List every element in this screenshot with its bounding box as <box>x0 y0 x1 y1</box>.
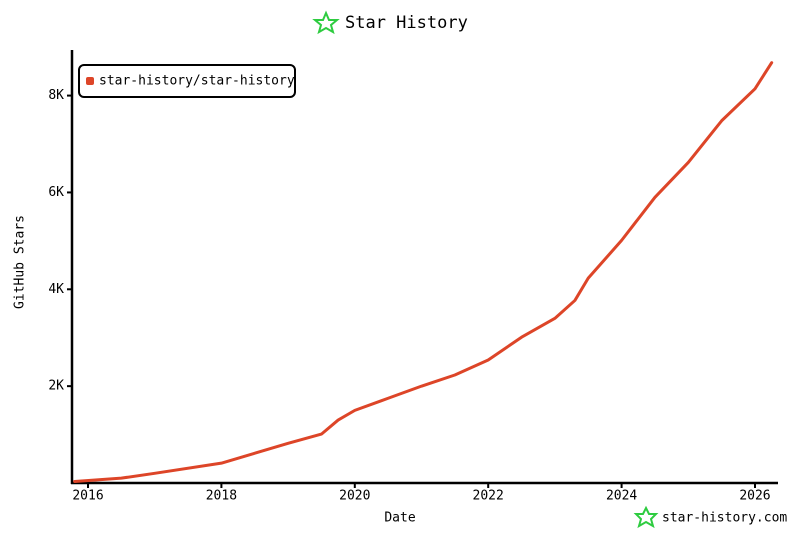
y-tick-label: 8K <box>48 88 64 103</box>
x-tick-label: 2026 <box>739 489 770 504</box>
title-icon <box>312 10 340 35</box>
footer: star-history.com <box>662 511 787 526</box>
y-axis-label: GitHub Stars <box>13 215 28 309</box>
footer-icon <box>633 505 659 529</box>
y-tick-label: 4K <box>48 282 64 297</box>
x-tick-label: 2024 <box>606 489 637 504</box>
legend-label: star-history/star-history <box>99 74 295 89</box>
x-tick-label: 2016 <box>72 489 103 504</box>
series-line <box>73 61 774 484</box>
x-tick-label: 2020 <box>339 489 370 504</box>
x-tick-label: 2022 <box>473 489 504 504</box>
y-tick-label: 2K <box>48 379 64 394</box>
legend-box <box>78 64 296 98</box>
y-tick-label: 6K <box>48 185 64 200</box>
x-tick-label: 2018 <box>206 489 237 504</box>
chart-title: Star History <box>345 13 468 33</box>
x-axis-label: Date <box>384 511 415 526</box>
legend-swatch <box>86 77 94 85</box>
